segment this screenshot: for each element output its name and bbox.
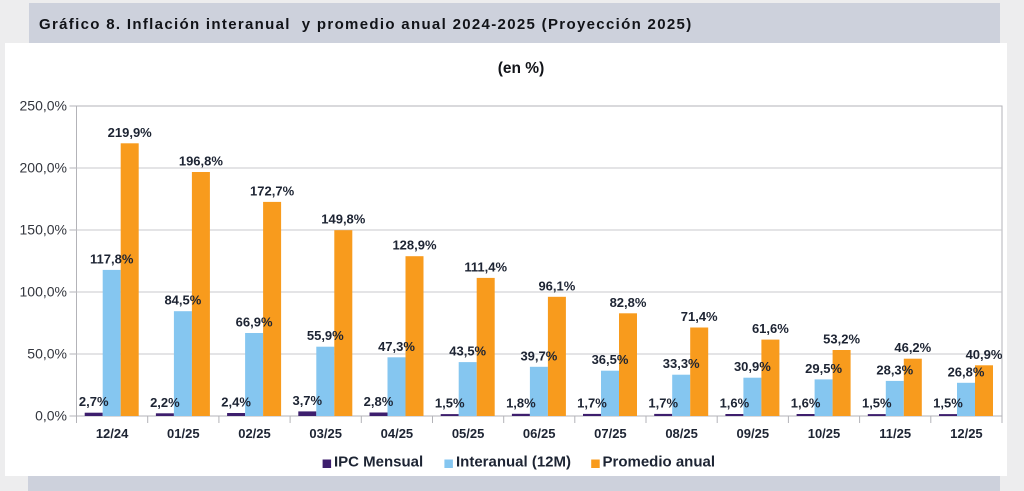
svg-text:172,7%: 172,7%	[250, 183, 295, 198]
svg-text:61,6%: 61,6%	[752, 321, 789, 336]
svg-text:26,8%: 26,8%	[948, 364, 985, 379]
svg-text:111,4%: 111,4%	[464, 259, 507, 274]
svg-text:29,5%: 29,5%	[805, 361, 842, 376]
svg-text:50,0%: 50,0%	[27, 346, 67, 362]
svg-text:150,0%: 150,0%	[20, 222, 67, 238]
svg-text:36,5%: 36,5%	[592, 352, 629, 367]
svg-text:66,9%: 66,9%	[236, 315, 273, 330]
svg-text:33,3%: 33,3%	[663, 356, 700, 371]
svg-text:IPC Mensual: IPC Mensual	[334, 454, 423, 471]
svg-text:04/25: 04/25	[381, 426, 414, 441]
svg-text:2,7%: 2,7%	[79, 394, 109, 409]
svg-text:2,2%: 2,2%	[150, 395, 180, 410]
svg-text:149,8%: 149,8%	[321, 212, 366, 227]
svg-text:02/25: 02/25	[238, 426, 271, 441]
svg-text:96,1%: 96,1%	[538, 278, 575, 293]
svg-text:30,9%: 30,9%	[734, 359, 771, 374]
svg-text:55,9%: 55,9%	[307, 328, 344, 343]
svg-text:(en %): (en %)	[498, 60, 545, 77]
svg-text:71,4%: 71,4%	[681, 309, 718, 324]
svg-text:Interanual (12M): Interanual (12M)	[456, 454, 571, 471]
svg-text:250,0%: 250,0%	[20, 98, 67, 114]
svg-text:200,0%: 200,0%	[20, 160, 67, 176]
svg-text:128,9%: 128,9%	[392, 238, 437, 253]
svg-text:1,6%: 1,6%	[791, 396, 821, 411]
svg-text:06/25: 06/25	[523, 426, 556, 441]
svg-text:100,0%: 100,0%	[20, 284, 67, 300]
svg-text:219,9%: 219,9%	[108, 125, 153, 140]
svg-text:2,8%: 2,8%	[364, 394, 394, 409]
svg-text:08/25: 08/25	[665, 426, 698, 441]
svg-text:39,7%: 39,7%	[520, 348, 557, 363]
svg-text:12/25: 12/25	[950, 426, 983, 441]
svg-text:1,5%: 1,5%	[435, 396, 465, 411]
svg-text:82,8%: 82,8%	[610, 295, 647, 310]
svg-text:01/25: 01/25	[167, 426, 200, 441]
svg-text:196,8%: 196,8%	[179, 154, 224, 169]
svg-text:53,2%: 53,2%	[823, 332, 860, 347]
svg-text:0,0%: 0,0%	[35, 408, 67, 424]
svg-text:11/25: 11/25	[879, 426, 911, 441]
svg-text:1,7%: 1,7%	[577, 395, 607, 410]
svg-text:Promedio anual: Promedio anual	[603, 454, 716, 471]
svg-text:43,5%: 43,5%	[449, 344, 486, 359]
svg-text:84,5%: 84,5%	[164, 293, 201, 308]
svg-text:05/25: 05/25	[452, 426, 485, 441]
svg-text:117,8%: 117,8%	[90, 251, 134, 266]
svg-text:12/24: 12/24	[96, 426, 129, 441]
svg-text:10/25: 10/25	[808, 426, 841, 441]
svg-text:28,3%: 28,3%	[876, 362, 913, 377]
svg-text:3,7%: 3,7%	[292, 393, 322, 408]
svg-text:2,4%: 2,4%	[221, 395, 251, 410]
svg-text:07/25: 07/25	[594, 426, 627, 441]
svg-text:47,3%: 47,3%	[378, 339, 415, 354]
svg-text:03/25: 03/25	[309, 426, 342, 441]
svg-text:09/25: 09/25	[737, 426, 770, 441]
svg-text:46,2%: 46,2%	[894, 340, 931, 355]
svg-text:1,7%: 1,7%	[648, 395, 678, 410]
svg-text:1,6%: 1,6%	[720, 396, 750, 411]
svg-text:1,8%: 1,8%	[506, 395, 536, 410]
svg-text:40,9%: 40,9%	[966, 347, 1003, 362]
svg-text:1,5%: 1,5%	[862, 396, 892, 411]
svg-text:1,5%: 1,5%	[933, 396, 963, 411]
